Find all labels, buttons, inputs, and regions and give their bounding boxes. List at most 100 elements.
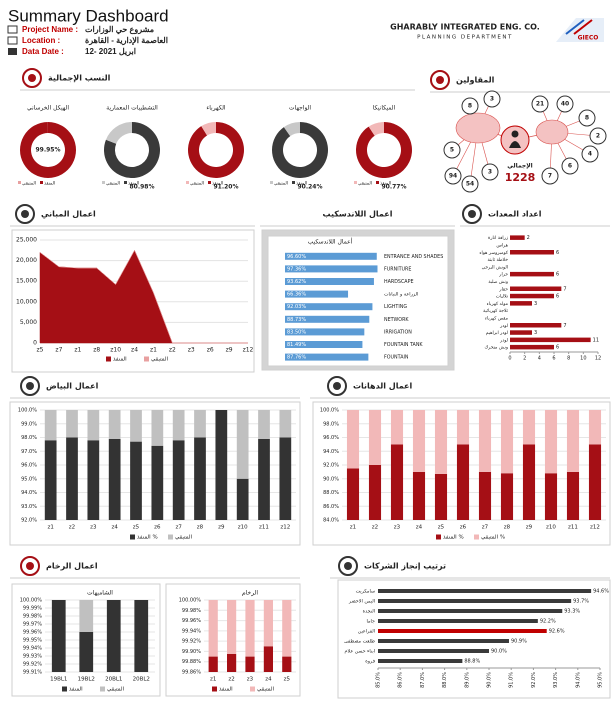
value-label: 7	[563, 323, 566, 329]
bar	[285, 353, 369, 361]
x-tick-label: z7	[175, 525, 182, 531]
legend-label: المتبقي	[257, 687, 275, 693]
x-tick-label: z6	[460, 525, 467, 531]
y-tick-label: 10,000	[16, 298, 37, 305]
x-tick-label: z1	[210, 677, 216, 683]
x-tick-label: z6	[154, 525, 161, 531]
legend-swatch	[100, 686, 105, 692]
y-tick-label: 99.92%	[182, 639, 201, 645]
value-label: 66.36%	[287, 292, 306, 298]
bar-segment	[544, 410, 558, 474]
bar	[285, 328, 365, 336]
x-tick-label: 19BL1	[50, 677, 67, 683]
x-tick-label: z5	[133, 525, 140, 531]
bar	[510, 293, 554, 299]
legend-label: المتبقي	[175, 535, 193, 541]
donut-title: الهيكل الخرساني	[27, 105, 69, 112]
x-tick-label: 93.0%	[553, 672, 559, 688]
category-label: ونش صلبة	[488, 280, 508, 285]
legend-label: المنفذ	[113, 357, 127, 363]
legend-label: المتبقي	[106, 182, 120, 187]
bar-segment	[434, 473, 448, 520]
x-tick-label: z1	[150, 347, 157, 354]
x-tick-label: 94.0%	[575, 672, 581, 688]
y-tick-label: 96.0%	[21, 463, 37, 469]
y-tick-label: 99.94%	[23, 646, 42, 652]
x-tick-label: z6	[207, 347, 214, 354]
y-tick-label: 99.94%	[182, 628, 201, 634]
y-tick-label: 99.98%	[182, 608, 201, 614]
bar-segment	[151, 410, 164, 446]
category-label: الزراعة و النباتات	[384, 292, 418, 298]
x-tick-label: z12	[243, 347, 254, 354]
bar-segment	[282, 600, 292, 657]
x-tick-label: z3	[90, 525, 97, 531]
category-label: لودر	[499, 324, 508, 329]
y-tick-label: 92.0%	[21, 518, 37, 524]
bar	[510, 271, 554, 277]
bar-segment	[588, 444, 602, 520]
value-label: 94.6%	[593, 589, 609, 595]
section-icon-core	[333, 382, 341, 390]
contractor-node	[444, 167, 462, 185]
bar-segment	[236, 478, 249, 520]
node-value: 6	[568, 163, 572, 170]
department: PLANNING DEPARTMENT	[417, 35, 513, 41]
y-tick-label: 94.0%	[21, 490, 37, 496]
legend-swatch	[474, 534, 479, 540]
y-tick-label: 95.0%	[21, 476, 37, 482]
bar-segment	[87, 410, 100, 441]
x-tick-label: 87.0%	[420, 672, 426, 688]
bar-segment	[194, 410, 206, 438]
x-tick-label: 4	[538, 356, 541, 362]
category-label: جرار	[498, 273, 508, 278]
bar-segment	[346, 410, 360, 469]
bar-segment	[151, 445, 164, 520]
bar	[510, 235, 525, 240]
x-tick-label: 95.0%	[598, 672, 604, 688]
data-date: 12- ابريل 2021	[85, 47, 136, 57]
legend-swatch	[208, 181, 211, 184]
legend-label: المنفذ	[212, 182, 223, 187]
node-value: 2	[596, 133, 600, 140]
bar	[510, 250, 554, 255]
node-value: 5	[450, 147, 454, 154]
bar-segment	[500, 410, 514, 474]
person-body	[509, 141, 521, 148]
legend-label: المتبقي %	[481, 535, 505, 541]
contractor-node	[581, 145, 599, 163]
node-value: 21	[536, 101, 544, 108]
x-tick-label: z8	[197, 525, 204, 531]
x-tick-label: z2	[169, 347, 176, 354]
x-tick-label: z3	[188, 347, 195, 354]
value-label: 90.9%	[511, 639, 527, 645]
x-tick-label: 88.0%	[442, 672, 448, 688]
contractor-node	[483, 90, 501, 108]
legend-swatch	[62, 686, 67, 692]
legend-swatch	[376, 181, 379, 184]
x-tick-label: z12	[590, 525, 600, 531]
contractor-node	[561, 157, 579, 175]
donut-label: 90.24%	[298, 184, 323, 191]
hub	[535, 119, 569, 145]
bar	[285, 303, 373, 311]
legend-label: المنفذ	[128, 182, 139, 187]
donut-slice	[201, 122, 216, 136]
y-tick-label: 99.95%	[23, 638, 42, 644]
section-icon-core	[468, 210, 476, 218]
project-label: Project Name :	[22, 25, 78, 34]
logo-stripe	[573, 19, 593, 35]
y-tick-label: 99.98%	[23, 614, 42, 620]
bar-segment	[215, 410, 228, 520]
category-label: مقص كهرباء	[485, 315, 509, 321]
legend-swatch	[102, 181, 105, 184]
y-tick-label: 99.0%	[21, 421, 37, 427]
x-tick-label: z10	[110, 347, 121, 354]
x-tick-label: 10	[580, 356, 586, 362]
legend-swatch	[40, 181, 43, 184]
bar-segment	[208, 600, 218, 657]
legend-swatch	[270, 181, 273, 184]
category-label: النجدة	[363, 609, 375, 615]
y-tick-label: 93.0%	[21, 504, 37, 510]
